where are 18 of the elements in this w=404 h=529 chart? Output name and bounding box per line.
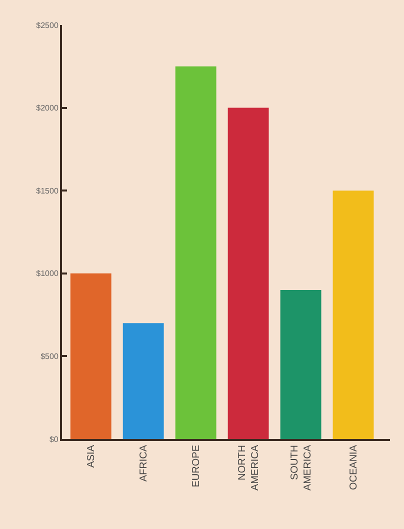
x-tick-label: OCEANIA bbox=[348, 444, 360, 490]
y-tick-label: $0 bbox=[49, 434, 59, 444]
bar bbox=[280, 290, 322, 439]
bar bbox=[332, 190, 374, 439]
x-tick-label: SOUTH AMERICA bbox=[290, 444, 314, 491]
x-tick-label: EUROPE bbox=[191, 444, 202, 488]
x-tick-label: AFRICA bbox=[138, 444, 150, 482]
y-tick-label: $1500 bbox=[36, 186, 59, 196]
bar bbox=[122, 323, 164, 439]
y-tick-label: $1000 bbox=[36, 269, 59, 278]
bar bbox=[175, 66, 216, 439]
x-tick-label: ASIA bbox=[86, 444, 98, 468]
bar bbox=[70, 273, 112, 439]
y-tick-label: $2500 bbox=[36, 20, 59, 30]
bar bbox=[228, 108, 269, 439]
y-tick-label: $2000 bbox=[36, 104, 59, 113]
x-tick-label: NORTH AMERICA bbox=[237, 444, 262, 491]
y-tick-label: $500 bbox=[40, 352, 59, 361]
